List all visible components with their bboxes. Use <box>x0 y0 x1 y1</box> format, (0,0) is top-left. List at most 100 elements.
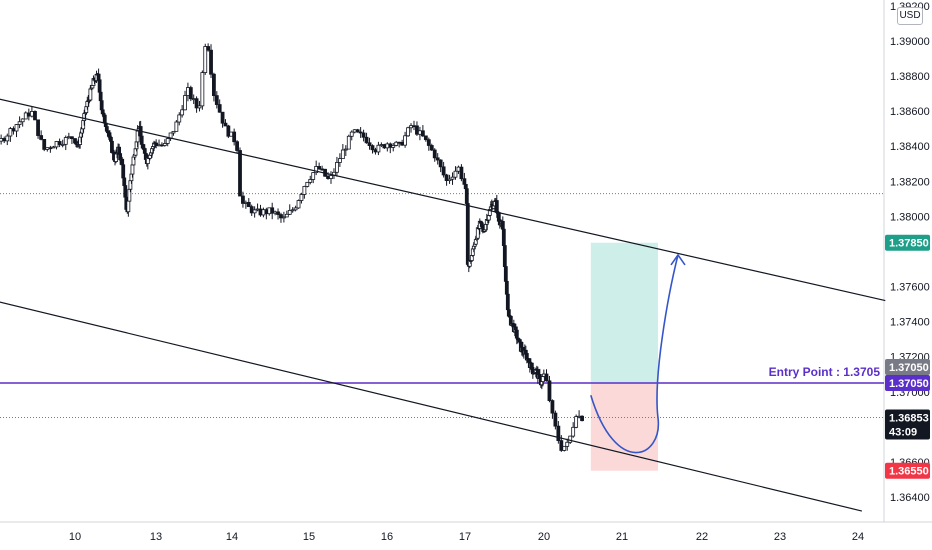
candle-body <box>203 46 208 73</box>
price-tick-label: 1.38200 <box>890 176 930 188</box>
price-badge-entry_grey: 1.37050 <box>885 359 930 375</box>
candle <box>317 162 322 170</box>
candle <box>33 110 37 121</box>
currency-selector[interactable]: USD <box>897 7 923 25</box>
candle <box>290 207 295 213</box>
candle <box>223 119 228 127</box>
candle <box>217 99 222 113</box>
time-tick-label: 17 <box>459 531 471 543</box>
candle <box>194 96 199 113</box>
candle-body <box>571 426 576 437</box>
candle <box>335 156 339 177</box>
badge-label: 1.37850 <box>889 238 929 250</box>
candle-body <box>197 105 202 109</box>
candle <box>284 210 289 218</box>
candle-body <box>252 209 257 214</box>
candle-body <box>48 147 53 150</box>
candle <box>450 172 455 185</box>
entry-point-label: Entry Point : 1.3705 <box>769 365 881 379</box>
candle <box>293 205 298 212</box>
candle-body <box>565 441 570 447</box>
price-badge-target: 1.37850 <box>885 234 930 251</box>
candle-body <box>174 121 179 132</box>
candle <box>435 153 440 165</box>
candle-body <box>577 415 581 418</box>
candle-body <box>388 143 393 148</box>
candle-body <box>382 144 387 149</box>
price-tick-label: 1.39000 <box>890 36 930 48</box>
candle <box>174 120 179 132</box>
candle-body <box>394 141 399 146</box>
candle-body <box>361 132 366 138</box>
candle-body <box>447 178 452 181</box>
candle <box>226 124 231 139</box>
candle <box>406 126 410 137</box>
candle-body <box>276 211 280 215</box>
candle <box>206 43 211 52</box>
time-tick-label: 15 <box>303 531 315 543</box>
badge-label: 1.36853 <box>889 413 929 425</box>
candle-body <box>281 216 286 219</box>
stop-zone <box>590 383 658 471</box>
candle <box>314 160 319 176</box>
candle <box>220 111 225 128</box>
candle <box>429 143 434 151</box>
candle-body <box>340 149 345 160</box>
candle-body <box>33 111 37 121</box>
badge-label: 1.37050 <box>889 362 929 374</box>
candle-body <box>423 135 428 141</box>
candle-body <box>177 114 182 123</box>
price-tick-label: 1.38800 <box>890 71 930 83</box>
candle-body <box>450 176 455 180</box>
candle-body <box>20 118 25 123</box>
candle <box>420 125 425 138</box>
price-tick-label: 1.38400 <box>890 141 930 153</box>
candle <box>279 212 283 223</box>
candle-body <box>540 376 545 382</box>
candle <box>281 211 286 223</box>
candle-body <box>418 130 422 135</box>
candle <box>574 414 579 429</box>
badge-bg <box>885 375 930 391</box>
candle <box>188 85 193 102</box>
candle-body <box>212 73 216 97</box>
candle-body <box>302 186 307 195</box>
candle-body <box>293 207 298 211</box>
candle <box>60 139 65 148</box>
horizontal-lines <box>0 193 884 419</box>
candle <box>252 206 257 218</box>
candle-body <box>73 138 77 144</box>
candle <box>246 198 251 208</box>
candle <box>39 130 44 141</box>
candle-body <box>544 373 549 382</box>
candle <box>544 369 549 382</box>
candle-body <box>391 145 396 148</box>
candle <box>370 144 375 154</box>
time-tick-label: 14 <box>226 531 238 543</box>
candle-body <box>415 125 419 135</box>
candle-body <box>453 170 458 178</box>
time-tick-label: 13 <box>150 531 162 543</box>
candle <box>200 70 205 110</box>
candle <box>51 145 56 149</box>
badge-label: 1.37050 <box>889 378 929 390</box>
candle <box>580 415 584 422</box>
candle-body <box>206 46 211 51</box>
candle-body <box>379 144 384 146</box>
candle-body <box>220 111 225 124</box>
price-tick-label: 1.37600 <box>890 282 930 294</box>
candle-body <box>308 179 313 183</box>
candle <box>171 130 176 136</box>
time-tick-label: 24 <box>852 531 864 543</box>
candle-body <box>574 416 579 428</box>
candle-body <box>279 214 283 219</box>
candle <box>343 145 348 157</box>
candle-body <box>376 144 381 153</box>
badge-bg <box>885 234 930 251</box>
candle <box>553 410 558 430</box>
price-badge-last: 1.36853 43:09 <box>885 409 930 440</box>
price-badge-stop: 1.36550 <box>885 462 930 479</box>
candle-body <box>373 149 378 153</box>
candle-body <box>14 124 19 132</box>
